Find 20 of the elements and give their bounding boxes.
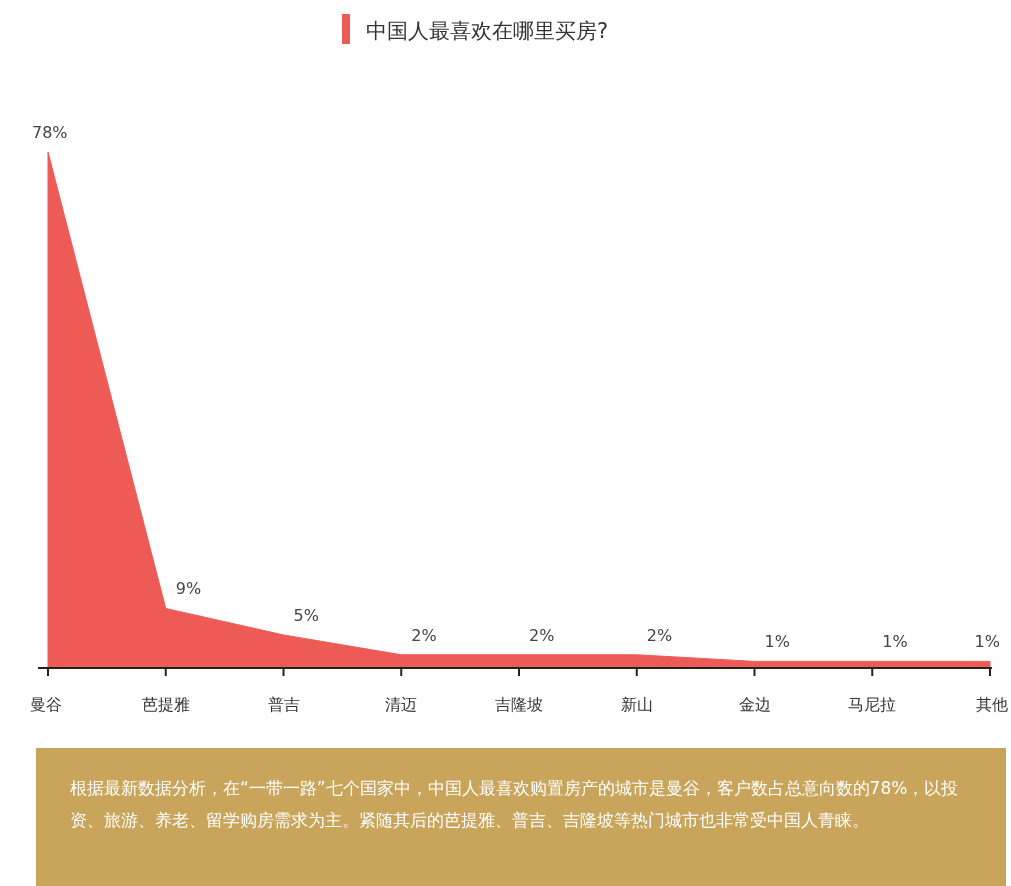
data-label: 2% (529, 625, 555, 645)
data-label: 2% (411, 625, 437, 645)
data-label: 1% (882, 632, 908, 652)
x-tick-label: 其他 (976, 695, 1008, 714)
x-tick-label: 芭提雅 (141, 695, 190, 714)
data-label: 78% (32, 123, 68, 142)
x-tick-label: 曼谷 (30, 695, 62, 714)
data-label: 1% (974, 632, 1000, 652)
x-tick-label: 清迈 (385, 695, 418, 714)
data-label: 9% (175, 579, 202, 599)
data-label: 1% (764, 632, 790, 652)
x-tick-label: 普吉 (267, 695, 300, 714)
x-tick-label: 新山 (620, 695, 653, 714)
text: 根据最新数据分析，在“一带一路”七个国家中，中国人最喜欢购置房产的城市是曼谷，客户数占总意向数的78%，以投资、旅游、养老、留学购房需求为主。紧随其后的芭提雅、普吉、吉隆坡等热门城市也非常受中国人青睐。 (36, 748, 1006, 886)
chart-title: 中国人最喜欢在哪里买房? (366, 19, 609, 43)
data-label: 2% (646, 625, 673, 645)
x-tick-label: 马尼拉 (848, 695, 897, 714)
data-label: 5% (293, 605, 319, 625)
x-tick-label: 金边 (738, 695, 771, 714)
x-tick-label: 吉隆坡 (495, 695, 543, 714)
